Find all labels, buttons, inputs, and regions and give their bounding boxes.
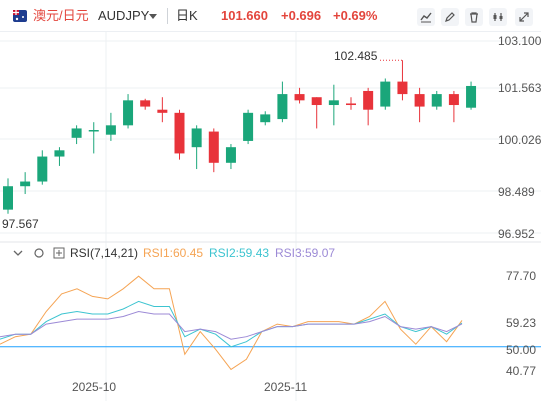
candle-body xyxy=(328,100,339,106)
y-tick-label: 103.100 xyxy=(498,34,541,48)
candle-body xyxy=(311,97,322,106)
candle-body xyxy=(431,94,442,107)
last-price: 101.660 xyxy=(221,8,268,23)
rsi3-legend: RSI3:59.07 xyxy=(275,246,336,260)
toggle-button[interactable] xyxy=(489,8,507,26)
header-divider xyxy=(167,8,168,24)
toggle-icon xyxy=(493,13,503,21)
chart-header: 澳元/日元 AUDJPY 日K 101.660 +0.696 +0.69% xyxy=(0,0,541,32)
candle-body xyxy=(397,81,408,95)
collapse-icon xyxy=(13,250,23,256)
candle-body xyxy=(3,186,13,210)
y-tick-label: 98.489 xyxy=(498,185,535,199)
candle-body xyxy=(294,94,305,101)
rsi-y-tick-label: 77.70 xyxy=(506,269,537,283)
candle-body xyxy=(54,150,65,157)
rsi-line-2 xyxy=(0,300,463,348)
candle-body xyxy=(174,112,185,154)
candle-body xyxy=(277,94,288,120)
candle-body xyxy=(123,100,134,126)
edit-icon xyxy=(445,12,455,22)
period-selector[interactable]: 日K xyxy=(176,8,198,23)
edit-button[interactable] xyxy=(441,8,459,26)
candle-body xyxy=(243,112,254,141)
rsi-y-tick-label: 59.23 xyxy=(506,316,537,330)
candle-body xyxy=(363,90,374,110)
chart-plot-area[interactable] xyxy=(0,32,541,401)
delete-icon xyxy=(470,12,478,23)
candle-body xyxy=(414,94,425,107)
dropdown-caret-icon[interactable] xyxy=(149,14,157,19)
delete-button[interactable] xyxy=(465,8,483,26)
candle-body xyxy=(157,109,168,113)
candle-body xyxy=(71,128,82,138)
x-tick-label: 2025-10 xyxy=(72,380,117,394)
rsi2-legend: RSI2:59.43 xyxy=(209,246,270,260)
rsi-line-3 xyxy=(0,310,463,340)
rsi1-legend: RSI1:60.45 xyxy=(143,246,204,260)
draw-line-icon xyxy=(420,12,432,23)
candle-body xyxy=(37,156,48,182)
rsi-y-tick-label: 40.77 xyxy=(506,364,537,378)
australia-flag-icon xyxy=(13,10,27,22)
price-change-pct: +0.69% xyxy=(333,8,378,23)
candle-body xyxy=(20,181,31,187)
settings-icon xyxy=(34,248,44,258)
rsi-y-tick-label: 50.00 xyxy=(506,343,537,357)
rsi-line-1 xyxy=(0,275,463,371)
candle-body xyxy=(88,130,99,132)
fullscreen-button[interactable] xyxy=(515,8,533,26)
candle-body xyxy=(448,94,459,106)
high-price-label: 102.485 xyxy=(334,49,378,63)
candle-body xyxy=(140,100,151,107)
rsi-toolbar-icons xyxy=(13,247,65,259)
indicator-icon xyxy=(53,247,65,259)
indicator-plus-icon xyxy=(56,250,62,256)
candle-body xyxy=(260,114,271,123)
rsi-indicator-title[interactable]: RSI(7,14,21) xyxy=(70,246,139,260)
y-tick-label: 100.026 xyxy=(498,133,541,147)
y-tick-label: 96.952 xyxy=(498,227,535,241)
y-tick-label: 101.563 xyxy=(498,81,541,95)
draw-line-button[interactable] xyxy=(417,8,435,26)
chart-gridlines xyxy=(0,32,541,401)
candle-body xyxy=(225,147,236,163)
pair-name[interactable]: 澳元/日元 xyxy=(33,8,89,23)
candle-body xyxy=(208,131,219,163)
price-change: +0.696 xyxy=(281,8,322,23)
pair-code[interactable]: AUDJPY xyxy=(98,8,150,23)
candle-body xyxy=(466,85,477,108)
candle-body xyxy=(191,128,202,148)
candlestick-series xyxy=(3,59,477,214)
rsi-series xyxy=(0,275,541,371)
candle-body xyxy=(380,81,391,107)
candle-body xyxy=(105,125,116,135)
x-tick-label: 2025-11 xyxy=(264,380,308,394)
low-price-label: 97.567 xyxy=(2,217,39,231)
candle-body xyxy=(346,103,356,106)
fullscreen-icon xyxy=(519,12,529,22)
